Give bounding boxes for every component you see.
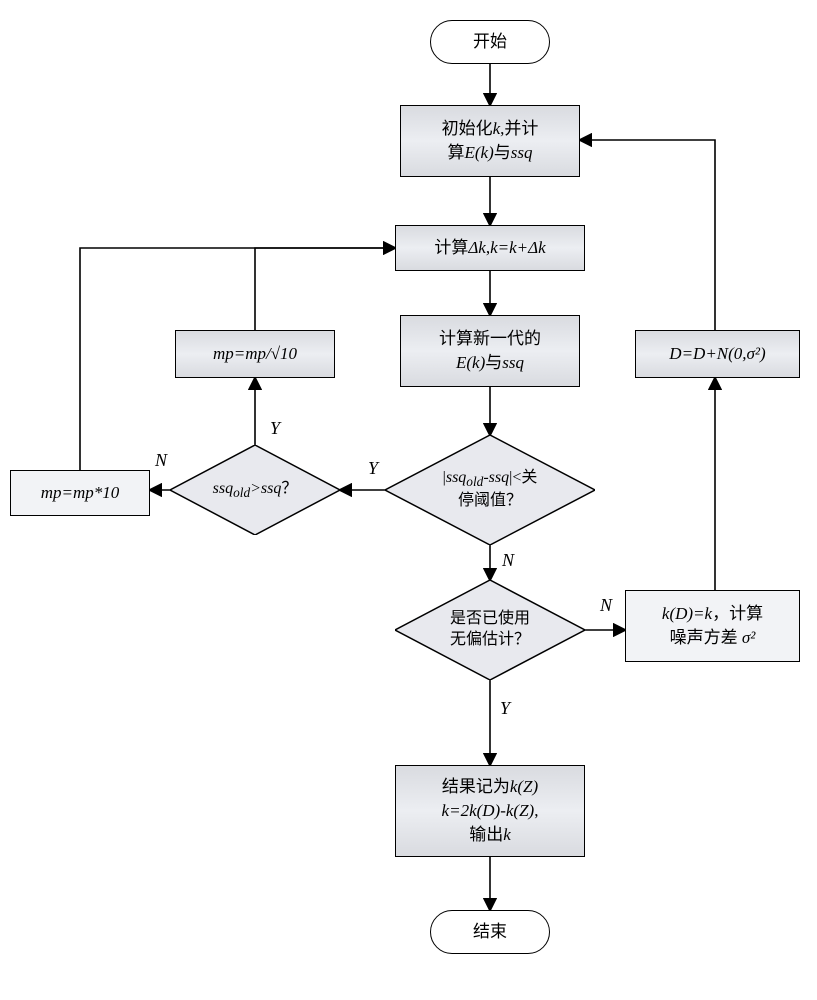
calc-sigma-node: k(D)=k，计算噪声方差 σ²: [625, 590, 800, 662]
decision-ssq: ssqold>ssq？: [170, 445, 340, 535]
decision-unbiased: 是否已使用无偏估计？: [395, 580, 585, 680]
init-node: 初始化k,并计算E(k)与ssq: [400, 105, 580, 177]
calc-sigma-label: k(D)=k，计算噪声方差 σ²: [662, 602, 763, 650]
decision-ssq-label: ssqold>ssq？: [213, 479, 298, 502]
label-thresh-n: N: [502, 550, 514, 571]
add-noise-node: D=D+N(0,σ²): [635, 330, 800, 378]
init-label: 初始化k,并计算E(k)与ssq: [442, 117, 539, 165]
mp-div-label: mp=mp/√10: [213, 342, 297, 366]
label-ssq-y: Y: [270, 418, 280, 439]
start-label: 开始: [473, 30, 507, 54]
mp-div-node: mp=mp/√10: [175, 330, 335, 378]
start-node: 开始: [430, 20, 550, 64]
end-label: 结束: [473, 920, 507, 944]
label-unb-n: N: [600, 595, 612, 616]
mp-mul-label: mp=mp*10: [41, 481, 120, 505]
end-node: 结束: [430, 910, 550, 954]
label-thresh-y: Y: [368, 458, 378, 479]
calc-new-label: 计算新一代的E(k)与ssq: [439, 327, 541, 375]
output-node: 结果记为k(Z)k=2k(D)-k(Z),输出k: [395, 765, 585, 857]
label-ssq-n: N: [155, 450, 167, 471]
calc-dk-node: 计算Δk,k=k+Δk: [395, 225, 585, 271]
decision-unbiased-label: 是否已使用无偏估计？: [450, 609, 530, 651]
calc-new-node: 计算新一代的E(k)与ssq: [400, 315, 580, 387]
decision-thresh: |ssqold-ssq|<关停阈值？: [385, 435, 595, 545]
decision-thresh-label: |ssqold-ssq|<关停阈值？: [443, 468, 538, 511]
mp-mul-node: mp=mp*10: [10, 470, 150, 516]
label-unb-y: Y: [500, 698, 510, 719]
add-noise-label: D=D+N(0,σ²): [669, 342, 765, 366]
calc-dk-label: 计算Δk,k=k+Δk: [434, 236, 545, 260]
output-label: 结果记为k(Z)k=2k(D)-k(Z),输出k: [442, 775, 539, 846]
